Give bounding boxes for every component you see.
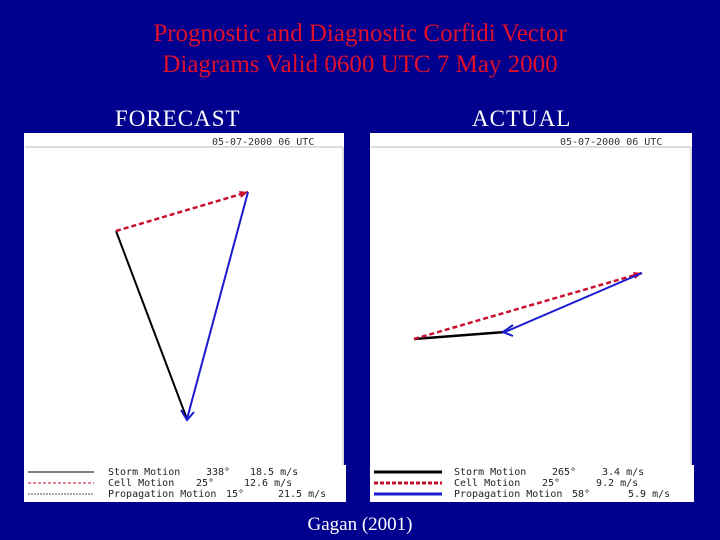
actual-legend: Storm Motion 265° 3.4 m/s Cell Motion 25… [370,465,694,502]
forecast-vectors: 05-07-2000 06 UTC [25,137,344,465]
legend-storm-name: Storm Motion [454,467,526,478]
legend-propagation-direction: 15° [226,489,244,500]
legend-propagation-name: Propagation Motion [454,489,562,500]
actual-storm-motion-vector [413,330,506,341]
legend-storm-name: Storm Motion [108,467,180,478]
legend-cell-name: Cell Motion [454,478,520,489]
legend-storm-direction: 265° [552,467,576,478]
actual-vectors: 05-07-2000 06 UTC [371,137,692,465]
legend-storm-speed: 18.5 m/s [250,467,298,478]
actual-propagation-vector [504,272,643,333]
legend-propagation-name: Propagation Motion [108,489,216,500]
actual-diagram: 05-07-2000 06 UTC [370,133,692,465]
citation: Gagan (2001) [307,514,413,535]
actual-cell-motion-vector [413,271,643,341]
forecast-cell-motion-vector [115,190,249,233]
title-line-2: Diagrams Valid 0600 UTC 7 May 2000 [162,51,558,78]
legend-propagation-direction: 58° [572,489,590,500]
forecast-cell-motion-arrowhead [239,191,248,198]
legend-storm-direction: 338° [206,467,230,478]
slide-title: Prognostic and Diagnostic Corfidi Vector… [0,18,720,80]
legend-cell-name: Cell Motion [108,478,174,489]
legend-propagation-speed: 5.9 m/s [628,489,670,500]
legend-cell-speed: 9.2 m/s [596,478,638,489]
forecast-label: FORECAST [115,106,241,131]
title-line-1: Prognostic and Diagnostic Corfidi Vector [153,20,567,47]
legend-cell-direction: 25° [542,478,560,489]
actual-propagation-arrowhead [500,324,514,337]
legend-propagation-speed: 21.5 m/s [278,489,326,500]
forecast-storm-motion-vector [115,230,188,420]
forecast-legend: Storm Motion 338° 18.5 m/s Cell Motion 2… [24,465,346,502]
forecast-header: 05-07-2000 06 UTC [212,137,314,148]
actual-header: 05-07-2000 06 UTC [560,137,662,148]
legend-storm-speed: 3.4 m/s [602,467,644,478]
legend-cell-speed: 12.6 m/s [244,478,292,489]
forecast-diagram: 05-07-2000 06 UTC [24,133,344,465]
actual-label: ACTUAL [472,106,572,131]
legend-cell-direction: 25° [196,478,214,489]
forecast-propagation-vector [186,191,249,420]
forecast-propagation-arrowhead [180,409,195,422]
